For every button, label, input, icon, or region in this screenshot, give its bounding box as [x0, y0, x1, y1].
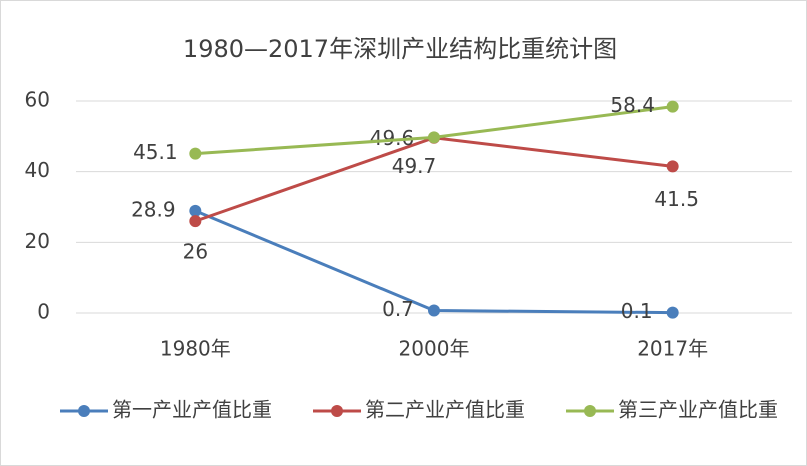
x-tick-label: 1980年 — [160, 337, 231, 361]
data-point — [428, 304, 440, 317]
data-point — [428, 131, 440, 144]
data-point — [189, 204, 202, 217]
data-label: 0.7 — [382, 297, 414, 321]
legend-label: 第二产业产值比重 — [365, 398, 525, 422]
data-point — [189, 215, 202, 228]
data-label: 28.9 — [131, 197, 176, 221]
y-tick-label: 40 — [25, 158, 50, 182]
legend-marker — [584, 405, 596, 417]
data-point — [666, 100, 679, 113]
data-label: 26 — [183, 240, 208, 264]
y-tick-label: 0 — [37, 300, 50, 324]
data-point — [189, 147, 202, 160]
y-tick-label: 20 — [25, 229, 50, 253]
data-point — [666, 160, 679, 173]
data-label: 49.7 — [392, 154, 437, 178]
data-label: 45.1 — [133, 140, 178, 164]
y-tick-label: 60 — [25, 88, 50, 112]
chart-title: 1980—2017年深圳产业结构比重统计图 — [183, 35, 617, 63]
data-label: 58.4 — [610, 93, 655, 117]
x-tick-label: 2000年 — [399, 337, 470, 361]
data-point — [666, 306, 679, 319]
legend-marker — [78, 405, 90, 417]
legend-label: 第一产业产值比重 — [112, 398, 272, 422]
data-label: 41.5 — [654, 187, 699, 211]
x-tick-label: 2017年 — [637, 337, 708, 361]
legend-label: 第三产业产值比重 — [618, 398, 778, 422]
legend-marker — [331, 405, 343, 417]
data-label: 0.1 — [621, 299, 653, 323]
